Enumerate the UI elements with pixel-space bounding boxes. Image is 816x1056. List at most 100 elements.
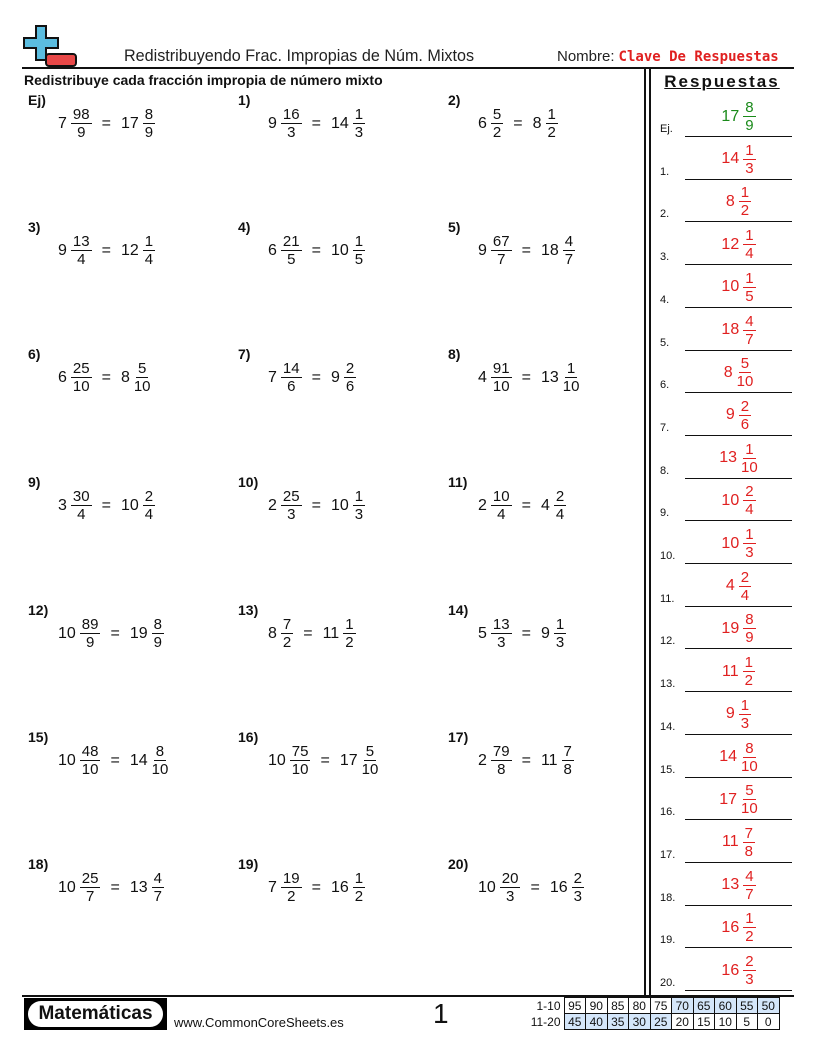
denominator: 10 <box>133 378 151 395</box>
answer-value: 18 4 7 <box>685 313 792 348</box>
answer-row: 17. 11 7 8 <box>655 821 792 863</box>
name-value: Clave De Respuestas <box>618 49 779 65</box>
score-cell: 60 <box>714 997 737 1014</box>
answer-label: 14. <box>660 720 676 733</box>
answer-label: 17. <box>660 848 676 861</box>
answer-line <box>685 563 792 564</box>
improper-mixed-number: 3 30 4 <box>58 488 92 523</box>
problem-label: 9) <box>28 474 41 490</box>
answer-line <box>685 904 792 906</box>
answer-mixed-number: 18 4 7 <box>541 233 576 268</box>
denominator: 7 <box>564 251 574 268</box>
fraction: 1 10 <box>563 360 580 395</box>
whole-number: 13 <box>721 876 740 894</box>
denominator: 7 <box>745 330 754 348</box>
denominator: 10 <box>151 761 169 778</box>
improper-mixed-number: 10 89 9 <box>58 616 101 651</box>
problem: 2) 6 5 2 = 8 1 2 <box>448 92 558 141</box>
answer-mixed-number: 17 8 9 <box>121 106 156 141</box>
numerator: 5 <box>363 743 377 761</box>
numerator: 1 <box>553 616 567 634</box>
answer-mixed-number: 13 4 7 <box>130 870 164 905</box>
numerator: 79 <box>490 743 512 761</box>
answer-line <box>685 520 792 522</box>
numerator: 2 <box>738 568 752 587</box>
whole-number: 9 <box>540 624 550 642</box>
denominator: 5 <box>287 251 296 268</box>
answer-mixed-number: 17 5 10 <box>340 743 378 778</box>
fraction: 91 10 <box>490 360 512 395</box>
answer-mixed-number: 19 8 9 <box>721 611 756 646</box>
answer-mixed-number: 14 8 10 <box>719 740 757 775</box>
fraction: 19 2 <box>280 870 302 905</box>
answer-label: 7. <box>660 421 670 434</box>
whole-number: 11 <box>540 751 558 769</box>
problem-label: 19) <box>238 856 259 872</box>
answer-label: 13. <box>660 678 676 691</box>
answer-row: 8. 13 1 10 <box>655 437 792 479</box>
instructions: Redistribuye cada fracción impropia de n… <box>24 72 383 88</box>
whole-number: 9 <box>725 406 735 424</box>
score-cell: 75 <box>649 997 672 1014</box>
fraction: 79 8 <box>490 743 512 778</box>
answer-value: 10 1 3 <box>685 526 792 561</box>
denominator: 10 <box>741 458 758 476</box>
improper-mixed-number: 4 91 10 <box>478 360 512 395</box>
score-cell: 35 <box>606 1013 629 1030</box>
whole-number: 8 <box>532 114 542 132</box>
whole-number: 11 <box>722 662 739 680</box>
equals-sign: = <box>311 241 321 259</box>
denominator: 4 <box>745 501 754 519</box>
problem: Ej) 7 98 9 = 17 8 9 <box>28 92 156 141</box>
fraction: 5 10 <box>737 355 754 390</box>
whole-number: 14 <box>129 751 148 769</box>
answer-line <box>685 990 792 991</box>
whole-number: 9 <box>268 114 277 132</box>
denominator: 10 <box>72 378 90 395</box>
denominator: 6 <box>740 415 750 433</box>
denominator: 3 <box>354 124 364 141</box>
numerator: 2 <box>553 488 567 506</box>
problem-label: 10) <box>238 474 259 490</box>
answer-value: 12 1 4 <box>685 227 792 262</box>
fraction: 13 4 <box>70 233 92 268</box>
answer-line <box>685 264 792 266</box>
whole-number: 9 <box>478 241 487 259</box>
denominator: 9 <box>153 634 162 651</box>
numerator: 8 <box>743 99 756 117</box>
numerator: 4 <box>151 870 164 888</box>
denominator: 10 <box>361 761 379 778</box>
whole-number: 7 <box>58 114 67 132</box>
problem: 16) 10 75 10 = 17 5 10 <box>238 729 378 778</box>
denominator: 4 <box>144 251 154 268</box>
site-url: www.CommonCoreSheets.es <box>174 1015 344 1030</box>
answer-mixed-number: 14 1 3 <box>721 142 756 177</box>
fraction: 13 3 <box>490 616 512 651</box>
denominator: 2 <box>492 124 502 141</box>
denominator: 2 <box>287 888 296 905</box>
whole-number: 9 <box>725 705 735 723</box>
answer-value: 13 4 7 <box>685 868 792 903</box>
whole-number: 7 <box>268 878 277 896</box>
numerator: 14 <box>280 360 302 378</box>
problem-label: 11) <box>448 474 468 490</box>
score-cell: 50 <box>757 997 780 1014</box>
denominator: 4 <box>740 586 750 604</box>
score-cell: 55 <box>735 997 758 1014</box>
whole-number: 8 <box>723 363 733 381</box>
whole-number: 12 <box>120 241 139 259</box>
numerator: 13 <box>490 616 512 634</box>
problem: 12) 10 89 9 = 19 8 9 <box>28 602 164 651</box>
numerator: 25 <box>70 360 92 378</box>
whole-number: 14 <box>719 748 738 765</box>
answers-title: Respuestas <box>664 72 780 91</box>
plus-minus-logo-icon <box>23 25 77 67</box>
